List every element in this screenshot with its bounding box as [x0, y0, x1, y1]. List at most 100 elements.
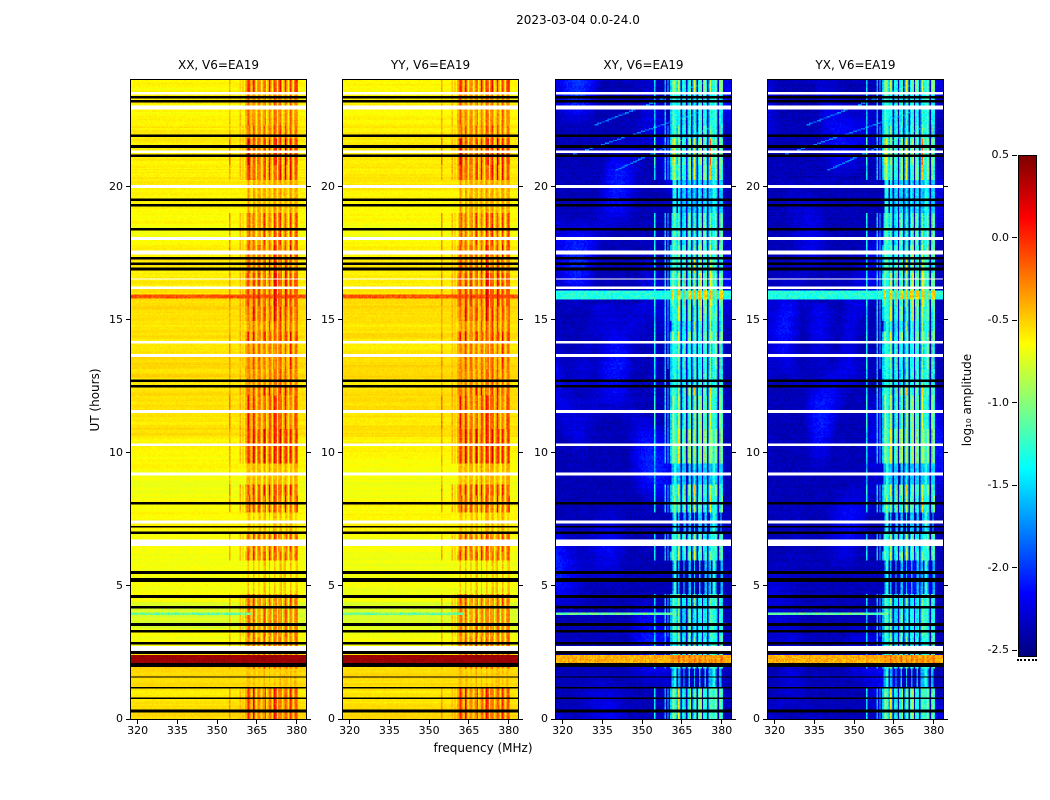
x-tick-label: 320 [339, 724, 361, 737]
y-axis-tick [126, 186, 130, 187]
y-tick-label: 15 [534, 312, 548, 326]
heatmap-yx [768, 80, 943, 719]
x-tick-label: 335 [166, 724, 188, 737]
x-tick-label: 350 [206, 724, 228, 737]
y-tick-label: 0 [328, 712, 335, 725]
y-tick-label: 15 [321, 312, 335, 326]
colorbar-extend-dots [1017, 659, 1037, 661]
y-axis-tick-right [519, 186, 523, 187]
y-axis-tick [763, 718, 767, 720]
x-tick-label: 350 [631, 724, 653, 737]
y-tick-label: 5 [116, 578, 123, 592]
colorbar [1018, 155, 1037, 657]
y-axis-tick-right [732, 319, 736, 321]
x-tick-label: 320 [552, 724, 574, 737]
colorbar-tick [1012, 402, 1017, 404]
y-axis-tick-right [519, 718, 523, 720]
plot-frame [555, 79, 732, 720]
heatmap-xy [556, 80, 731, 719]
y-tick-label: 0 [541, 712, 548, 725]
y-axis-tick-right [307, 718, 311, 720]
x-axis-tick [256, 720, 258, 724]
x-axis-tick [721, 720, 723, 724]
y-axis-tick [338, 585, 342, 587]
y-axis-tick [338, 319, 342, 321]
x-tick-label: 350 [843, 724, 865, 737]
y-axis-tick-right [944, 585, 948, 587]
panel-title: XY, V6=EA19 [603, 58, 684, 72]
y-axis-tick-right [519, 319, 523, 321]
y-axis-tick-right [732, 186, 736, 187]
y-axis-tick [126, 319, 130, 321]
y-axis-tick [126, 585, 130, 587]
x-axis-tick [893, 720, 895, 724]
x-axis-tick [681, 720, 683, 724]
heatmap-yy [343, 80, 518, 719]
colorbar-label: log₁₀ amplitude [960, 353, 974, 447]
y-axis-tick-right [307, 585, 311, 587]
y-tick-label: 5 [753, 578, 760, 592]
y-axis-tick [551, 319, 555, 321]
y-axis-tick-right [944, 452, 948, 454]
y-axis-tick [763, 186, 767, 187]
x-tick-label: 320 [764, 724, 786, 737]
x-tick-label: 335 [803, 724, 825, 737]
y-tick-label: 20 [534, 179, 548, 193]
y-tick-label: 20 [109, 179, 123, 193]
x-tick-label: 335 [591, 724, 613, 737]
y-tick-label: 0 [753, 712, 760, 725]
y-axis-tick [763, 452, 767, 454]
x-axis-tick [176, 720, 178, 724]
y-tick-label: 0 [116, 712, 123, 725]
y-axis-tick [338, 186, 342, 187]
colorbar-tick [1012, 237, 1017, 238]
y-axis-tick-right [307, 186, 311, 187]
y-axis-tick [126, 718, 130, 720]
colorbar-tick-label: 0.0 [991, 230, 1010, 244]
x-tick-label: 380 [711, 724, 733, 737]
y-axis-tick [551, 585, 555, 587]
panel-xx: XX, V6=EA19 0 5 10 15 20 320 335 350 365 380 [109, 0, 311, 800]
y-tick-label: 15 [109, 312, 123, 326]
y-tick-label: 10 [109, 445, 123, 459]
x-tick-label: 365 [246, 724, 268, 737]
panel-yy: YY, V6=EA19 0 5 10 15 20 320 335 350 365 380 [321, 0, 523, 800]
y-axis-tick-right [732, 718, 736, 720]
x-tick-label: 380 [923, 724, 945, 737]
y-axis-tick [763, 319, 767, 321]
y-tick-label: 10 [534, 445, 548, 459]
colorbar-tick [1012, 319, 1017, 321]
x-axis-tick [388, 720, 390, 724]
y-axis-tick [763, 585, 767, 587]
colorbar-tick-label: 0.5 [991, 148, 1010, 161]
panel-title: YY, V6=EA19 [390, 58, 471, 72]
y-axis-tick [551, 452, 555, 454]
y-axis-tick-right [944, 319, 948, 321]
colorbar-tick-label: -0.5 [987, 313, 1009, 327]
y-axis-tick-right [732, 585, 736, 587]
x-axis-tick [933, 720, 935, 724]
y-axis-label: UT (hours) [88, 368, 102, 432]
y-tick-label: 20 [321, 179, 335, 193]
x-axis-tick [428, 720, 430, 724]
x-axis-tick [641, 720, 643, 724]
x-tick-label: 380 [498, 724, 520, 737]
y-tick-label: 15 [746, 312, 760, 326]
y-tick-label: 10 [746, 445, 760, 459]
x-axis-tick [853, 720, 855, 724]
y-tick-label: 20 [746, 179, 760, 193]
figure-title: 2023-03-04 0.0-24.0 [516, 13, 640, 27]
x-tick-label: 380 [286, 724, 308, 737]
y-axis-tick [551, 718, 555, 720]
panel-title: YX, V6=EA19 [815, 58, 896, 72]
panel-yx: YX, V6=EA19 0 5 10 15 20 320 335 350 365 380 [746, 0, 948, 800]
y-axis-tick-right [307, 452, 311, 454]
y-axis-tick-right [307, 319, 311, 321]
colorbar-tick [1012, 154, 1017, 156]
y-axis-tick [551, 186, 555, 187]
x-axis-tick [468, 720, 470, 724]
plot-frame [767, 79, 944, 720]
x-tick-label: 365 [458, 724, 480, 737]
panel-title: XX, V6=EA19 [177, 58, 260, 72]
